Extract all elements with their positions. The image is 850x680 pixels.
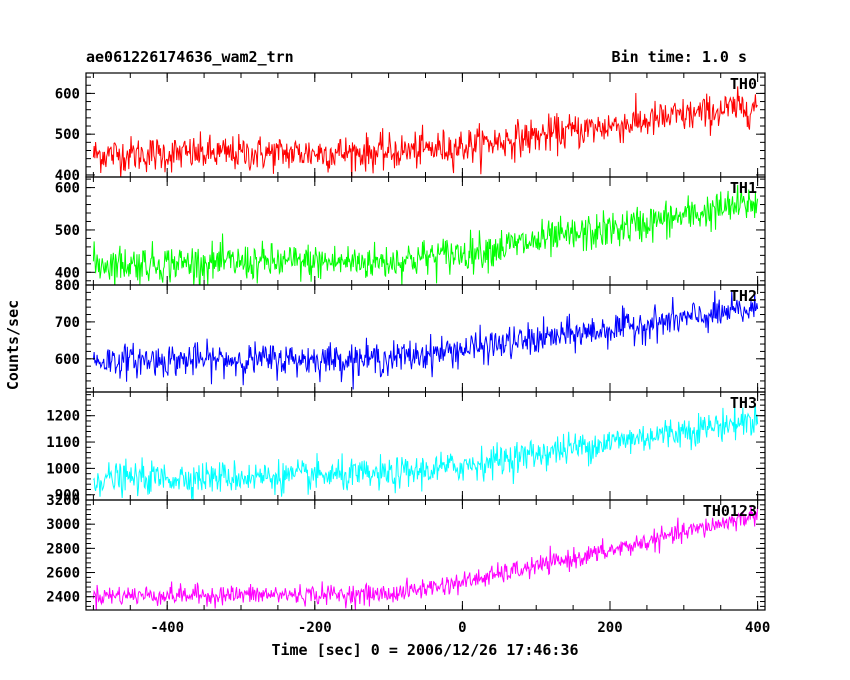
x-tick-label: -400	[150, 620, 184, 636]
y-tick-label: 1200	[46, 409, 80, 425]
panels-group: 400 500 600 TH0 400 500 600 TH1 600 700 800 TH2 900 1…	[46, 72, 770, 636]
panel-th1: 400 500 600 TH1	[55, 176, 766, 286]
series-label-th3: TH3	[730, 394, 757, 412]
y-tick-label: 400	[55, 265, 80, 281]
y-tick-label: 2600	[46, 566, 80, 582]
x-tick-label: 400	[745, 620, 770, 636]
series-line-th2	[92, 290, 759, 390]
series-label-th2: TH2	[730, 287, 757, 305]
panel-th0: 400 500 600 TH0	[55, 72, 766, 184]
y-tick-label: 600	[55, 86, 80, 102]
y-tick-label: 2800	[46, 541, 80, 557]
panel-frame	[85, 72, 766, 178]
y-tick-label: 1100	[46, 435, 80, 451]
y-tick-label: 600	[55, 181, 80, 197]
series-line-th3	[92, 400, 759, 500]
panel-frame	[85, 499, 766, 611]
y-tick-label: 400	[55, 168, 80, 184]
panel-th0123: 2400 2600 2800 3000 3200 TH0123	[46, 493, 766, 611]
y-tick-label: 800	[55, 278, 80, 294]
series-label-th0123: TH0123	[703, 502, 757, 520]
series-line-th0123	[92, 505, 759, 610]
bin-time-label: Bin time: 1.0 s	[612, 48, 747, 66]
y-tick-label: 700	[55, 315, 80, 331]
y-tick-label: 500	[55, 127, 80, 143]
y-tick-label: 900	[55, 488, 80, 504]
x-tick-label: 200	[597, 620, 622, 636]
x-tick-label: -200	[298, 620, 332, 636]
y-tick-label: 500	[55, 223, 80, 239]
panel-frame	[85, 176, 766, 286]
y-axis-title: Counts/sec	[4, 300, 22, 390]
y-tick-label: 3000	[46, 517, 80, 533]
x-tick-label: 0	[458, 620, 466, 636]
series-label-th1: TH1	[730, 179, 757, 197]
y-tick-label: 2400	[46, 590, 80, 606]
y-tick-label: 1000	[46, 461, 80, 477]
series-label-th0: TH0	[730, 75, 757, 93]
panel-frame	[85, 284, 766, 393]
y-tick-label: 3200	[46, 493, 80, 509]
panel-th2: 600 700 800 TH2	[55, 278, 766, 393]
y-tick-label: 600	[55, 352, 80, 368]
panel-th3: 900 1000 1100 1200 TH3	[46, 391, 766, 504]
series-line-th0	[92, 86, 758, 177]
x-axis-title: Time [sec] 0 = 2006/12/26 17:46:36	[271, 641, 578, 659]
chart-title: ae061226174636_wam2_trn	[86, 48, 294, 66]
